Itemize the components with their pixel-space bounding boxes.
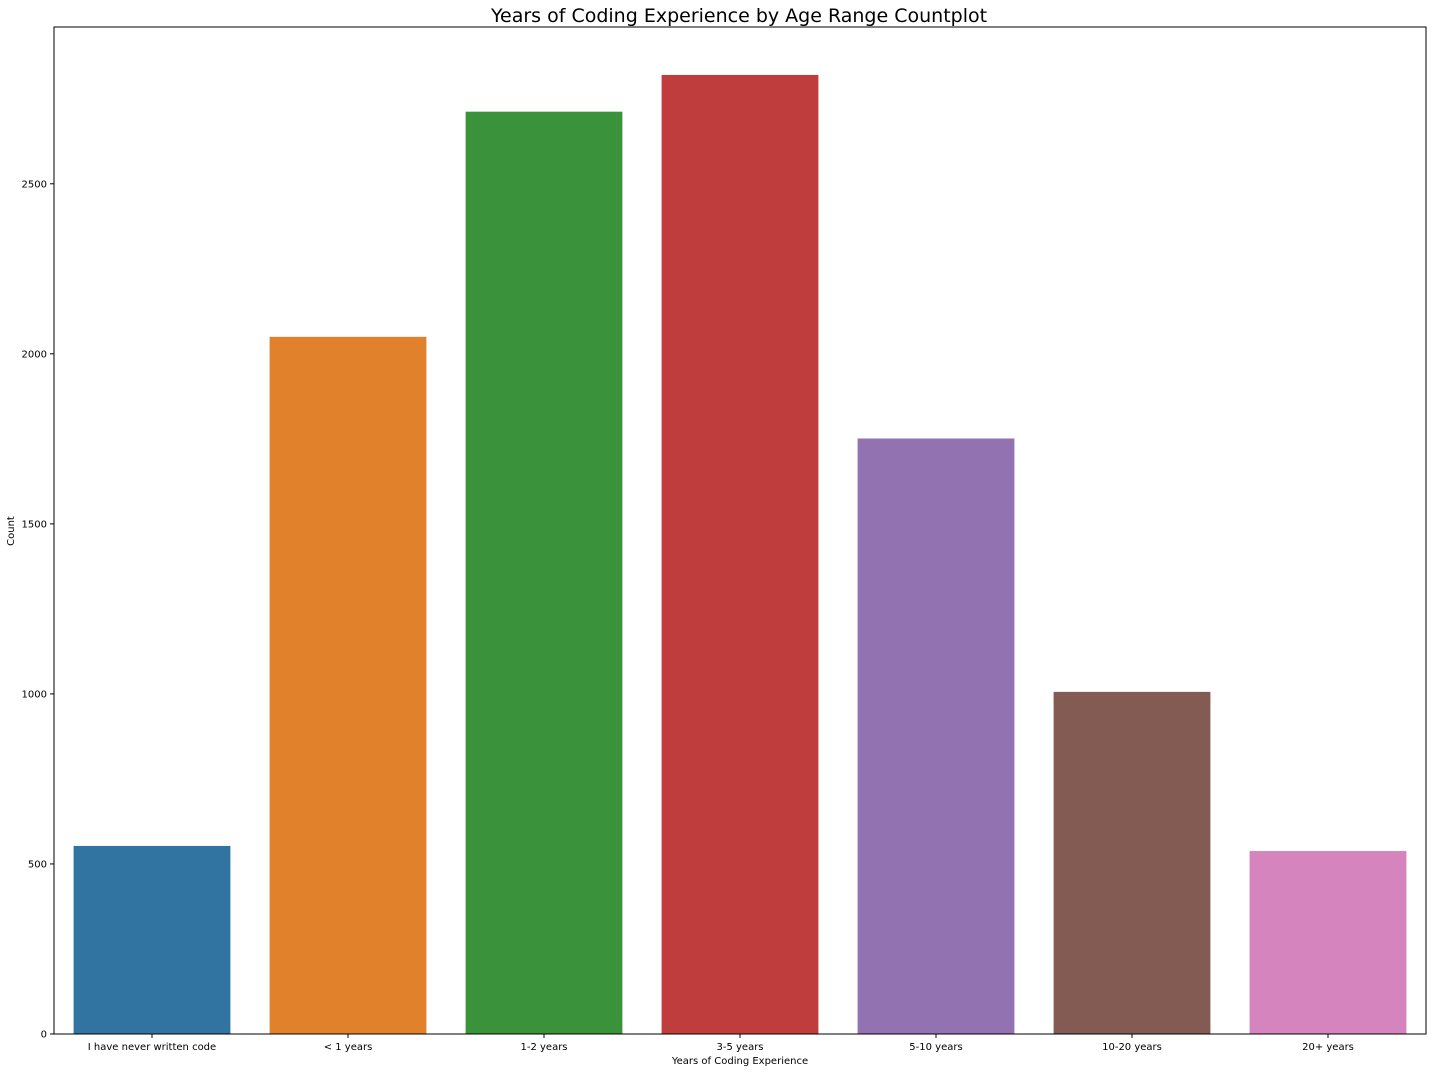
y-tick-label: 1000 xyxy=(22,689,47,700)
y-tick-label: 2000 xyxy=(22,349,47,360)
x-tick-label: 5-10 years xyxy=(909,1042,962,1053)
y-tick-label: 500 xyxy=(28,859,47,870)
bar xyxy=(1053,691,1211,1034)
chart-title: Years of Coding Experience by Age Range … xyxy=(490,5,987,27)
x-axis-label: Years of Coding Experience xyxy=(671,1056,808,1067)
x-tick-label: I have never written code xyxy=(88,1042,216,1053)
y-axis-label: Count xyxy=(6,516,17,546)
bar xyxy=(465,111,623,1034)
x-tick-label: 10-20 years xyxy=(1102,1042,1162,1053)
bar xyxy=(1249,851,1407,1034)
bar xyxy=(73,845,231,1034)
bar xyxy=(857,438,1015,1035)
x-tick-label: 3-5 years xyxy=(716,1042,763,1053)
x-tick-label: 20+ years xyxy=(1302,1042,1354,1053)
x-tick-label: < 1 years xyxy=(324,1042,373,1053)
x-tick-label: 1-2 years xyxy=(520,1042,567,1053)
bar xyxy=(269,336,427,1034)
bar xyxy=(661,74,819,1034)
y-tick-label: 0 xyxy=(41,1030,47,1041)
y-tick-label: 2500 xyxy=(22,179,47,190)
y-tick-label: 1500 xyxy=(22,519,47,530)
